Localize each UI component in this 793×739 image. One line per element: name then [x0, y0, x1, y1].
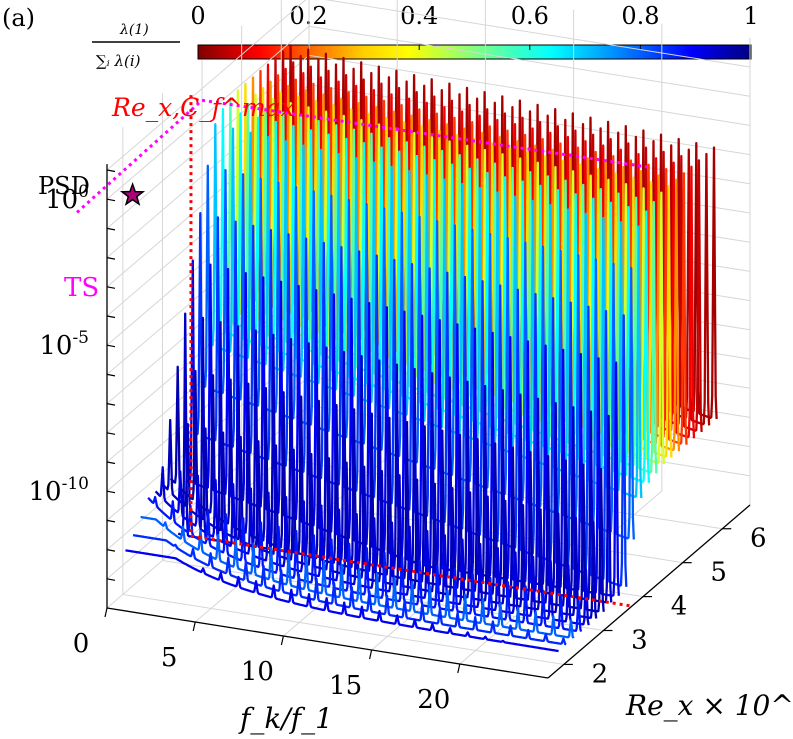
- psd-traces: [125, 44, 718, 653]
- colorbar: λ(1) ∑ᵢ λ(i) 0 0.2 0.4 0.6 0.8 1: [92, 2, 759, 70]
- z-tick-label: 100: [45, 182, 89, 215]
- z-axis-tick: [106, 403, 116, 406]
- grid-line: [308, 54, 751, 126]
- x-tick-label: 5: [161, 643, 178, 673]
- x-axis-label-text: f_k/f_1: [238, 702, 333, 735]
- recf-label: Re_x,C_f^max: [111, 93, 295, 122]
- colorbar-tick-label: 0.8: [621, 2, 659, 30]
- x-axis-tick: [457, 663, 461, 674]
- panel-label: (a): [2, 4, 35, 32]
- ts-label: TS: [64, 273, 99, 303]
- x-tick-label: 20: [417, 685, 450, 715]
- z-axis-tick: [106, 432, 116, 435]
- x-axis-tick: [369, 649, 373, 660]
- colorbar-tick-label: 0.4: [400, 2, 438, 30]
- colorbar-label: λ(1) ∑ᵢ λ(i): [92, 22, 180, 70]
- colorbar-tick-label: 0: [190, 2, 205, 30]
- z-axis-tick: [106, 257, 116, 260]
- grid-line: [308, 25, 751, 97]
- colorbar-tick-label: 1: [743, 2, 758, 30]
- ts-star-marker: [119, 181, 146, 206]
- z-axis-tick: [106, 227, 116, 231]
- z-axis-tick: [106, 198, 116, 202]
- z-axis-tick: [106, 315, 116, 319]
- grid-line: [106, 0, 307, 171]
- z-axis-tick: [106, 519, 116, 523]
- y-tick-label: 6: [750, 524, 767, 554]
- x-tick-label: 10: [241, 657, 274, 687]
- psd-trace: [140, 515, 575, 639]
- y-tick-label: 2: [592, 659, 609, 689]
- x-axis-label: f_k/f_1: [238, 702, 333, 735]
- z-axis-tick: [106, 490, 116, 494]
- grid-line: [122, 593, 564, 665]
- annotations: TS Re_x,C_f^max: [64, 93, 648, 608]
- y-axis-label-text: Re_x × 10^5: [625, 689, 793, 722]
- psd-trace: [132, 533, 567, 646]
- z-axis-tick: [106, 169, 116, 173]
- z-axis-label: PSD: [38, 172, 90, 200]
- grid-line: [324, 0, 751, 68]
- x-tick-label: 0: [73, 629, 90, 659]
- psd-trace: [125, 549, 559, 653]
- x-axis-line: [106, 607, 549, 679]
- z-tick-label: 10-5: [39, 328, 89, 361]
- z-axis-tick: [106, 373, 116, 377]
- colorbar-ticks: 0 0.2 0.4 0.6 0.8 1: [190, 2, 759, 50]
- y-tick-label: 5: [710, 558, 727, 588]
- z-axis-tick: [106, 286, 116, 289]
- colorbar-tick-label: 0.6: [511, 2, 549, 30]
- z-axis-tick: [106, 344, 116, 348]
- y-axis-line: [547, 504, 751, 679]
- z-axis-tick: [106, 549, 116, 552]
- colorbar-label-numerator: λ(1): [119, 22, 149, 38]
- grid-line: [106, 25, 310, 200]
- z-axis-tick: [106, 578, 116, 581]
- z-axis-tick: [106, 461, 116, 465]
- x-axis-tick: [104, 607, 108, 618]
- recf-floor-line: [190, 534, 633, 608]
- x-axis-tick: [192, 621, 196, 632]
- y-tick-label: 4: [671, 592, 688, 622]
- z-tick-label: 10-10: [29, 474, 89, 507]
- x-axis-tick: [280, 635, 284, 646]
- x-tick-label: 15: [329, 671, 362, 701]
- y-axis-label: Re_x × 10^5: [625, 689, 793, 722]
- y-tick-label: 3: [631, 626, 648, 656]
- grid-line: [106, 317, 310, 492]
- colorbar-label-denominator: ∑ᵢ λ(i): [96, 52, 141, 70]
